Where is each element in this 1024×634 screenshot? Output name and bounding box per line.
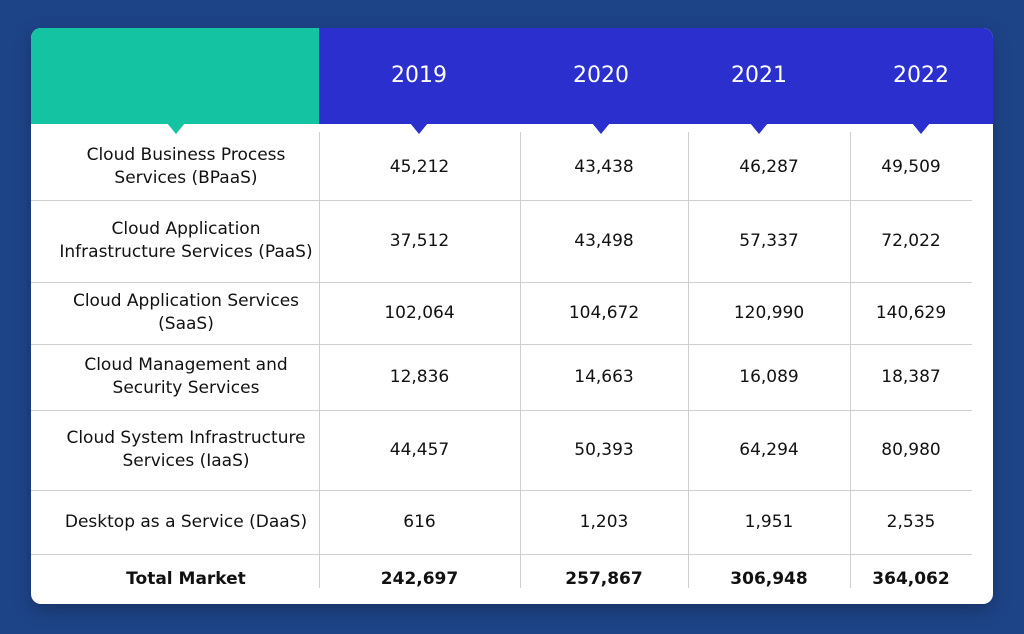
row-label: Cloud Application Services (SaaS) bbox=[72, 291, 300, 334]
table-cell: 64,294 bbox=[739, 440, 799, 460]
column-divider bbox=[319, 132, 320, 588]
row-label: Cloud System Infrastructure Services (Ia… bbox=[66, 428, 306, 471]
table-cell: 140,629 bbox=[875, 303, 947, 323]
header-label-cell bbox=[31, 28, 319, 124]
row-divider bbox=[31, 490, 972, 491]
row-label: Desktop as a Service (DaaS) bbox=[64, 511, 308, 532]
table-cell: 46,287 bbox=[739, 157, 799, 177]
header-pointer-2019 bbox=[410, 123, 428, 134]
table-cell: 18,387 bbox=[881, 367, 941, 387]
column-divider bbox=[520, 132, 521, 588]
table-cell: 1,951 bbox=[744, 512, 794, 532]
table-cell: 45,212 bbox=[389, 157, 450, 177]
total-value: 257,867 bbox=[565, 569, 643, 589]
year-header-2020: 2020 bbox=[573, 63, 629, 88]
header-years-band bbox=[319, 28, 993, 124]
table-cell: 43,498 bbox=[574, 231, 634, 251]
year-header-2019: 2019 bbox=[391, 63, 447, 88]
table-cell: 1,203 bbox=[579, 512, 629, 532]
table-cell: 616 bbox=[403, 512, 436, 532]
table-cell: 102,064 bbox=[384, 303, 455, 323]
header-pointer-2022 bbox=[912, 123, 930, 134]
row-divider bbox=[31, 554, 972, 555]
table-cell: 120,990 bbox=[733, 303, 805, 323]
header-pointer-label bbox=[167, 123, 185, 134]
market-table-card: 2019 2020 2021 2022 Cloud Business Process S… bbox=[31, 28, 993, 604]
table-cell: 44,457 bbox=[389, 440, 450, 460]
row-divider bbox=[31, 282, 972, 283]
table-cell: 2,535 bbox=[886, 512, 936, 532]
row-label: Cloud Application Infrastructure Service… bbox=[59, 219, 313, 262]
row-divider bbox=[31, 344, 972, 345]
row-label: Cloud Business Process Services (BPaaS) bbox=[86, 145, 286, 188]
table-cell: 104,672 bbox=[568, 303, 640, 323]
total-label: Total Market bbox=[126, 568, 246, 589]
header-pointer-2020 bbox=[592, 123, 610, 134]
table-cell: 43,438 bbox=[574, 157, 634, 177]
total-value: 242,697 bbox=[380, 569, 459, 589]
header-pointer-2021 bbox=[750, 123, 768, 134]
table-cell: 57,337 bbox=[739, 231, 799, 251]
table-cell: 16,089 bbox=[739, 367, 799, 387]
row-divider bbox=[31, 200, 972, 201]
column-divider bbox=[850, 132, 851, 588]
table-cell: 37,512 bbox=[389, 231, 450, 251]
year-header-2021: 2021 bbox=[731, 63, 787, 88]
column-divider bbox=[688, 132, 689, 588]
year-header-2022: 2022 bbox=[893, 63, 949, 88]
table-cell: 14,663 bbox=[574, 367, 634, 387]
table-cell: 12,836 bbox=[389, 367, 450, 387]
table-cell: 50,393 bbox=[574, 440, 634, 460]
row-divider bbox=[31, 410, 972, 411]
table-cell: 49,509 bbox=[881, 157, 941, 177]
row-label: Cloud Management and Security Services bbox=[84, 355, 288, 398]
table-cell: 72,022 bbox=[881, 231, 941, 251]
total-value: 364,062 bbox=[872, 569, 950, 589]
total-value: 306,948 bbox=[730, 569, 808, 589]
table-cell: 80,980 bbox=[881, 440, 941, 460]
